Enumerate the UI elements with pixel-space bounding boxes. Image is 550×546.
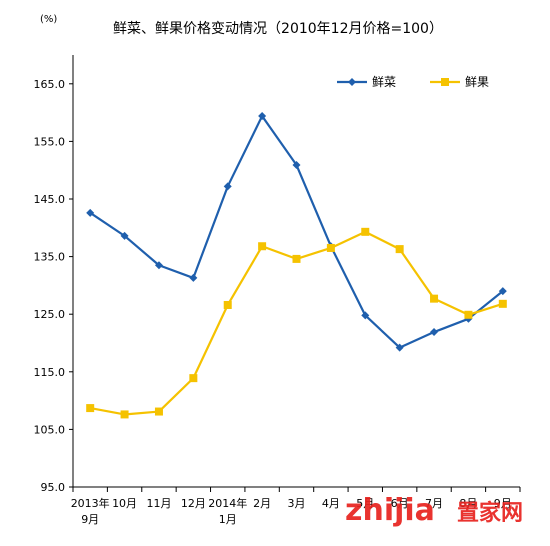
data-point-marker [189,273,198,282]
x-tick-label: 9月 [494,497,512,510]
x-tick-label: 10月 [112,497,137,510]
watermark-logo: zhijia 置家网 [345,493,523,528]
y-tick-label: 125.0 [34,308,66,321]
x-tick-label: 9月 [81,513,99,526]
series-line-0 [89,114,504,349]
x-tick-label: 7月 [425,497,443,510]
data-point-marker [223,300,232,309]
legend-label: 鲜果 [465,75,489,89]
data-point-marker [292,161,301,170]
x-tick-label: 2月 [253,497,271,510]
legend-swatch-marker [441,78,449,86]
legend-label: 鲜菜 [372,75,396,89]
legend: 鲜菜 鲜果 [337,75,489,89]
data-point-marker [292,254,301,263]
data-point-marker [258,112,267,121]
x-tick-label: 5月 [356,497,374,510]
legend-swatch-marker [348,78,356,86]
data-point-marker [395,343,404,352]
data-point-marker [120,231,129,240]
x-tick-label: 6月 [391,497,409,510]
y-tick-labels: 95.0 105.0 115.0 125.0 135.0 145.0 155.0 165.0 [34,78,73,494]
x-tick-label: 11月 [146,497,171,510]
data-point-marker [154,261,163,270]
chart-title: 鲜菜、鲜果价格变动情况（2010年12月价格=100） [113,21,443,37]
data-point-marker [464,310,473,319]
data-point-marker [86,208,95,217]
y-tick-label: 105.0 [34,423,66,436]
data-point-marker [258,242,267,251]
x-tick-label: 3月 [288,497,306,510]
x-tick-label: 12月 [181,497,206,510]
axes [72,55,520,488]
y-tick-label: 165.0 [34,78,66,91]
data-point-marker [154,407,163,416]
y-tick-label: 145.0 [34,193,66,206]
y-tick-label: 155.0 [34,135,66,148]
data-point-marker [361,311,370,320]
x-tick-labels: 2013年 9月 10月 11月 12月 2014年 1月 2月 3月 4月 5月 6月 7月 8月 9月 [71,487,521,526]
y-tick-label: 115.0 [34,366,66,379]
x-tick-label: 4月 [322,497,340,510]
data-point-marker [498,299,507,308]
data-point-marker [120,410,129,419]
x-tick-label: 2013年 [71,496,110,510]
y-unit-label: (%) [40,14,57,25]
data-point-marker [498,287,507,296]
series-layer [86,112,507,419]
y-tick-label: 135.0 [34,251,66,264]
data-point-marker [326,243,335,252]
watermark-brand: zhijia [345,493,435,528]
data-point-marker [430,294,439,303]
data-point-marker [361,227,370,236]
data-point-marker [189,374,198,383]
watermark-brand-suffix: 置家网 [457,500,523,526]
x-tick-label: 8月 [459,497,477,510]
data-point-marker [86,404,95,413]
y-tick-label: 95.0 [41,481,66,494]
data-point-marker [395,245,404,254]
x-tick-label: 1月 [219,513,237,526]
data-point-marker [430,328,439,337]
data-point-marker [223,182,232,191]
x-tick-label: 2014年 [208,496,247,510]
